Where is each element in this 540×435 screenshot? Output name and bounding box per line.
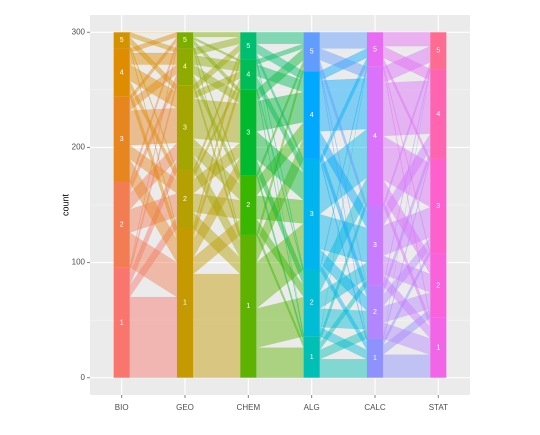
level-label: 2	[310, 300, 314, 307]
ribbon	[319, 308, 368, 330]
level-bar	[177, 228, 193, 378]
level-bar	[367, 32, 383, 67]
level-label: 4	[310, 112, 314, 119]
level-label: 2	[246, 202, 250, 209]
level-label: 1	[120, 319, 124, 326]
level-bar	[113, 32, 130, 49]
level-bar	[367, 285, 383, 339]
x-tick-label: GEO	[176, 403, 194, 412]
level-label: 4	[183, 64, 187, 71]
level-label: 4	[436, 111, 440, 118]
level-bar	[303, 71, 320, 159]
ribbon	[382, 32, 431, 47]
level-bar	[367, 66, 383, 206]
level-bar	[113, 267, 130, 378]
ribbon	[319, 359, 368, 378]
level-bar	[430, 158, 447, 254]
ribbon	[382, 354, 431, 378]
level-label: 5	[436, 48, 440, 55]
x-tick-label: STAT	[429, 403, 448, 412]
level-label: 1	[310, 354, 314, 361]
ribbon	[192, 32, 241, 38]
level-label: 1	[183, 300, 187, 307]
level-bar	[177, 48, 193, 86]
level-bar	[303, 32, 320, 72]
level-bar	[430, 32, 447, 70]
ribbon	[256, 347, 304, 378]
y-tick-label: 200	[72, 143, 86, 152]
ribbon	[129, 296, 178, 378]
level-label: 1	[373, 355, 377, 362]
level-label: 4	[246, 72, 250, 79]
level-label: 2	[120, 221, 124, 228]
level-bar	[303, 158, 320, 270]
y-axis-title: count	[60, 193, 70, 216]
level-bar	[303, 269, 320, 337]
level-bar	[177, 32, 193, 49]
level-label: 1	[246, 303, 250, 310]
level-label: 3	[310, 211, 314, 218]
level-label: 5	[183, 37, 187, 44]
level-bar	[430, 317, 447, 378]
level-bar	[113, 181, 130, 268]
y-tick-label: 100	[72, 258, 86, 267]
level-label: 3	[373, 242, 377, 249]
ribbon	[319, 32, 368, 49]
ribbon	[256, 32, 304, 44]
ribbon	[192, 273, 241, 378]
level-label: 3	[120, 136, 124, 143]
level-bar	[240, 175, 257, 235]
level-label: 5	[310, 49, 314, 56]
level-bar	[303, 336, 320, 378]
level-bar	[240, 89, 257, 176]
x-tick-label: BIO	[115, 403, 129, 412]
level-label: 4	[373, 133, 377, 140]
level-label: 2	[373, 309, 377, 316]
level-bar	[113, 48, 130, 97]
level-label: 5	[373, 46, 377, 53]
x-tick-label: ALG	[304, 403, 320, 412]
level-bar	[367, 205, 383, 286]
x-tick-label: CALC	[364, 403, 386, 412]
level-label: 3	[436, 203, 440, 210]
level-label: 3	[183, 125, 187, 132]
level-label: 1	[436, 345, 440, 352]
level-bar	[240, 234, 257, 378]
level-bar	[430, 69, 447, 159]
level-label: 3	[246, 129, 250, 136]
x-tick-label: CHEM	[237, 403, 261, 412]
y-tick-label: 0	[81, 373, 86, 382]
level-label: 2	[183, 196, 187, 203]
y-tick-label: 300	[72, 27, 86, 36]
level-label: 5	[120, 37, 124, 44]
level-bar	[177, 85, 193, 171]
level-bar	[240, 59, 257, 90]
bars: 1 2 3 4 5 1 2 3 4 5 1 2 3 4 5 1 2 3 4 5 1 2 3 4 5 1 2 3 4 5	[113, 32, 447, 378]
level-bar	[240, 32, 257, 60]
level-bar	[177, 170, 193, 229]
ribbons	[129, 31, 431, 378]
level-bar	[430, 253, 447, 318]
level-label: 2	[436, 282, 440, 289]
level-bar	[113, 96, 130, 182]
level-bar	[367, 338, 383, 378]
level-label: 5	[246, 43, 250, 50]
level-label: 4	[120, 69, 124, 76]
